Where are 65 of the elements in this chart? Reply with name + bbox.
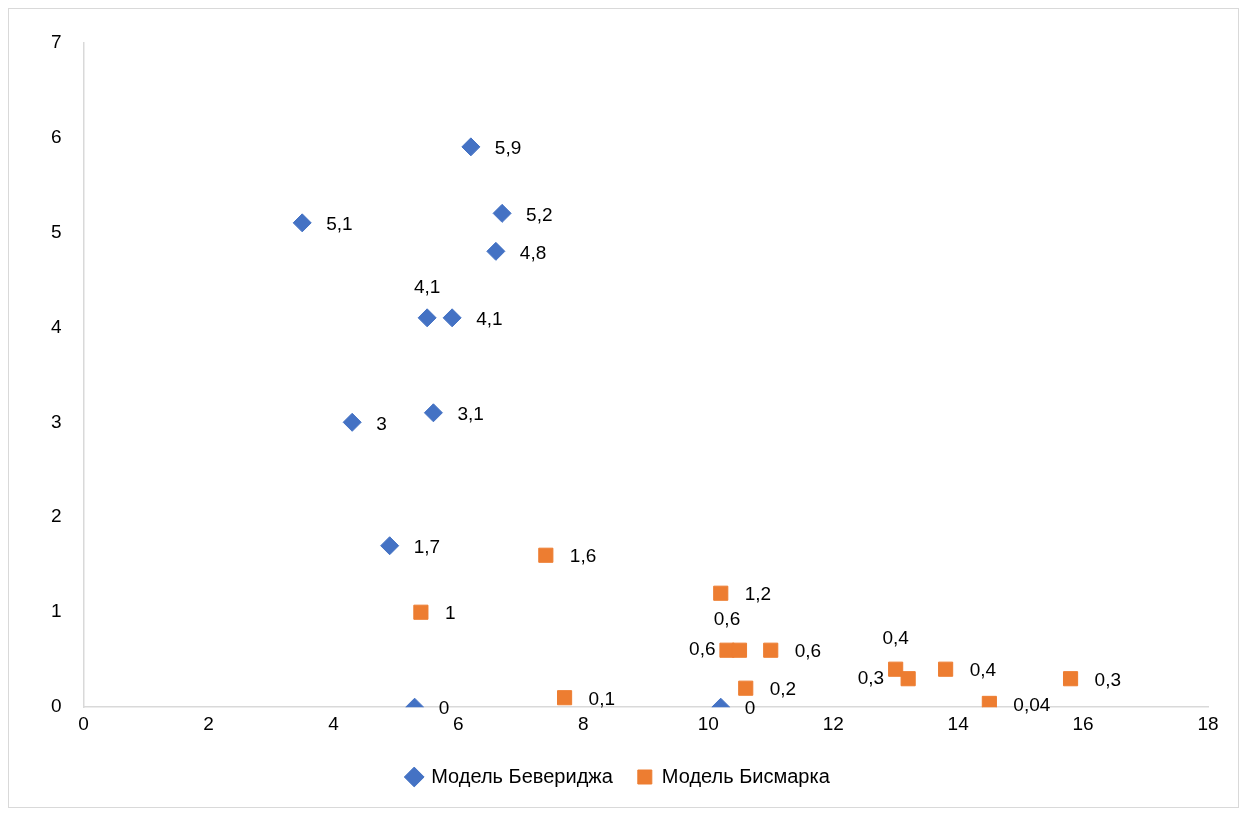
point — [738, 680, 754, 696]
data-label: 3 — [376, 412, 387, 434]
point — [557, 690, 573, 706]
point — [538, 547, 554, 563]
data-label: 4,8 — [519, 241, 547, 263]
legend-label: Модель Бисмарка — [661, 764, 831, 787]
point — [380, 536, 400, 556]
point — [442, 308, 462, 328]
data-label: 0 — [438, 697, 450, 719]
data-label: 0,6 — [689, 638, 716, 660]
data-label: 4,1 — [413, 276, 441, 298]
point — [486, 241, 506, 261]
y-tick-label: 1 — [50, 600, 62, 622]
data-label: 5,1 — [326, 213, 353, 235]
data-label: 3,1 — [457, 403, 484, 425]
data-label: 0,04 — [1013, 693, 1051, 715]
data-label: 0,6 — [794, 640, 822, 662]
point — [413, 604, 429, 620]
data-label: 5,9 — [494, 137, 522, 159]
data-label: 1,6 — [569, 545, 597, 567]
data-label: 0,4 — [969, 659, 997, 681]
legend-label: Модель Бевериджа — [431, 764, 614, 787]
x-tick-label: 2 — [203, 712, 214, 734]
y-tick-label: 7 — [50, 30, 62, 52]
point — [461, 137, 481, 157]
data-label: 5,2 — [526, 203, 553, 225]
x-tick-label: 0 — [78, 712, 89, 734]
x-tick-label: 8 — [578, 712, 589, 734]
x-tick-label: 4 — [328, 712, 340, 734]
point — [900, 671, 916, 687]
point — [888, 661, 904, 677]
x-tick-label: 14 — [947, 712, 970, 734]
point — [763, 642, 779, 658]
point — [292, 213, 312, 233]
data-label: 1,2 — [744, 583, 772, 605]
point — [417, 308, 437, 328]
x-tick-label: 10 — [697, 712, 719, 734]
data-label: 0 — [744, 697, 756, 719]
point — [938, 661, 954, 677]
data-label: 0,4 — [882, 627, 910, 649]
point — [713, 585, 729, 601]
x-tick-label: 18 — [1197, 712, 1219, 734]
y-tick-label: 4 — [50, 315, 62, 337]
x-tick-label: 12 — [822, 712, 844, 734]
data-label: 1,7 — [413, 535, 441, 557]
point — [1063, 671, 1079, 687]
data-label: 0,6 — [713, 608, 741, 630]
x-tick-label: 6 — [453, 712, 464, 734]
point — [981, 695, 997, 708]
point — [423, 403, 443, 423]
data-label: 0,3 — [1094, 668, 1121, 690]
data-label: 0,3 — [857, 666, 885, 688]
y-tick-label: 6 — [50, 125, 62, 147]
y-tick-label: 3 — [50, 410, 62, 432]
point — [342, 412, 362, 432]
data-label: 0,2 — [769, 678, 797, 700]
y-tick-label: 0 — [50, 695, 62, 717]
data-label: 0,1 — [588, 687, 615, 709]
x-tick-label: 16 — [1072, 712, 1094, 734]
data-label: 1 — [444, 602, 456, 624]
data-label: 4,1 — [476, 308, 503, 330]
point — [492, 203, 512, 223]
point — [731, 642, 748, 658]
y-tick-label: 2 — [50, 505, 62, 527]
y-tick-label: 5 — [50, 220, 62, 242]
